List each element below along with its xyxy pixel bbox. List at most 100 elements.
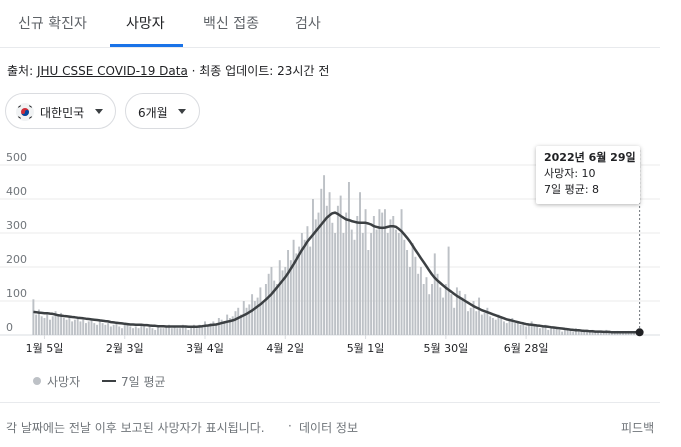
bar xyxy=(73,319,76,335)
bar xyxy=(245,307,248,335)
bar xyxy=(353,239,356,335)
bar xyxy=(475,311,478,335)
bar xyxy=(527,324,530,335)
bar xyxy=(406,250,409,335)
tab-new-cases[interactable]: 신규 확진자 xyxy=(18,16,87,32)
bar xyxy=(442,297,445,335)
legend-line-swatch xyxy=(102,380,116,382)
y-tick-label: 0 xyxy=(6,321,13,334)
bar xyxy=(223,321,226,335)
legend-line-label: 7일 평균 xyxy=(121,375,166,389)
bar xyxy=(312,199,314,335)
bar xyxy=(400,209,403,335)
feedback-link[interactable]: 피드백 xyxy=(621,421,655,435)
y-tick-label: 200 xyxy=(6,253,27,266)
bar xyxy=(428,294,431,335)
bar xyxy=(514,323,517,335)
y-tick-label: 400 xyxy=(6,185,27,198)
deaths-chart[interactable]: 0 100 200 300 400 500 1월 5일 2월 3일 3월 4일 4월 2일 5월 … xyxy=(0,140,681,385)
bar xyxy=(489,316,492,335)
bar xyxy=(411,243,414,335)
bar xyxy=(287,250,290,335)
bar xyxy=(533,324,536,335)
bar xyxy=(588,331,591,335)
bar xyxy=(372,216,375,335)
bar xyxy=(62,318,65,335)
x-tick-label: 1월 5일 xyxy=(26,341,64,355)
bar xyxy=(273,280,276,335)
bar xyxy=(165,326,168,335)
country-label: 대한민국 xyxy=(40,106,85,120)
x-axis: 1월 5일 2월 3일 3월 4일 4월 2일 5월 1일 5월 30일 6월 28일 xyxy=(26,335,549,355)
tab-tests[interactable]: 검사 xyxy=(295,16,321,32)
bar xyxy=(37,309,40,335)
bar xyxy=(32,299,35,335)
bar xyxy=(342,233,345,335)
bar xyxy=(209,323,212,335)
bar xyxy=(90,319,93,335)
tab-vaccinations[interactable]: 백신 접종 xyxy=(203,16,259,32)
bar-series xyxy=(32,175,641,335)
source-line: 출처: JHU CSSE COVID-19 Data · 최종 업데이트: 23… xyxy=(7,62,329,79)
bar xyxy=(500,318,503,335)
bar xyxy=(602,331,605,335)
bar xyxy=(453,307,456,335)
bar xyxy=(422,284,425,335)
bar xyxy=(586,330,588,335)
bar xyxy=(461,297,464,335)
bar xyxy=(395,229,397,335)
period-dropdown[interactable]: 6개월 xyxy=(125,93,200,129)
bar xyxy=(267,273,270,335)
footer-divider xyxy=(0,402,660,403)
bar xyxy=(455,287,458,335)
bar xyxy=(132,328,135,335)
bar xyxy=(51,316,54,335)
y-tick-label: 500 xyxy=(6,151,27,164)
bar xyxy=(256,297,259,335)
bar xyxy=(109,326,112,335)
data-info-link[interactable]: 데이터 정보 xyxy=(299,421,359,435)
bar xyxy=(480,314,483,335)
bar xyxy=(93,323,96,335)
bar xyxy=(300,233,303,335)
bar xyxy=(508,319,511,335)
tab-deaths[interactable]: 사망자 xyxy=(126,16,165,32)
bar xyxy=(154,329,157,335)
bar xyxy=(217,318,220,335)
bar xyxy=(572,331,575,335)
bar xyxy=(120,328,123,335)
bar xyxy=(168,324,170,335)
bar xyxy=(569,329,572,335)
bar xyxy=(417,273,420,335)
bar xyxy=(123,324,126,335)
bar xyxy=(622,332,624,335)
bar xyxy=(577,329,580,335)
last-updated: 최종 업데이트: 23시간 전 xyxy=(199,64,330,78)
bar xyxy=(566,328,569,335)
bar xyxy=(433,253,436,335)
country-dropdown[interactable]: 대한민국 xyxy=(5,93,116,129)
tooltip-deaths: 사망자: 10 xyxy=(544,167,596,180)
source-link[interactable]: JHU CSSE COVID-19 Data xyxy=(36,64,188,78)
bar xyxy=(530,321,533,335)
bar xyxy=(574,328,577,335)
bar xyxy=(35,314,38,335)
bar xyxy=(140,324,143,335)
bar xyxy=(195,328,198,335)
source-prefix: 출처: xyxy=(7,64,37,78)
bar xyxy=(325,205,328,335)
bar xyxy=(231,316,234,335)
bar xyxy=(118,326,121,335)
bar xyxy=(503,321,505,335)
bar xyxy=(187,329,190,335)
y-tick-label: 300 xyxy=(6,219,27,232)
x-tick-label: 6월 28일 xyxy=(504,341,549,355)
bar xyxy=(159,328,162,335)
bar xyxy=(201,326,204,335)
bar xyxy=(284,267,287,335)
bar xyxy=(309,246,312,335)
bar xyxy=(115,323,118,335)
bar xyxy=(630,332,633,335)
bar xyxy=(281,270,284,335)
bar xyxy=(397,233,400,335)
